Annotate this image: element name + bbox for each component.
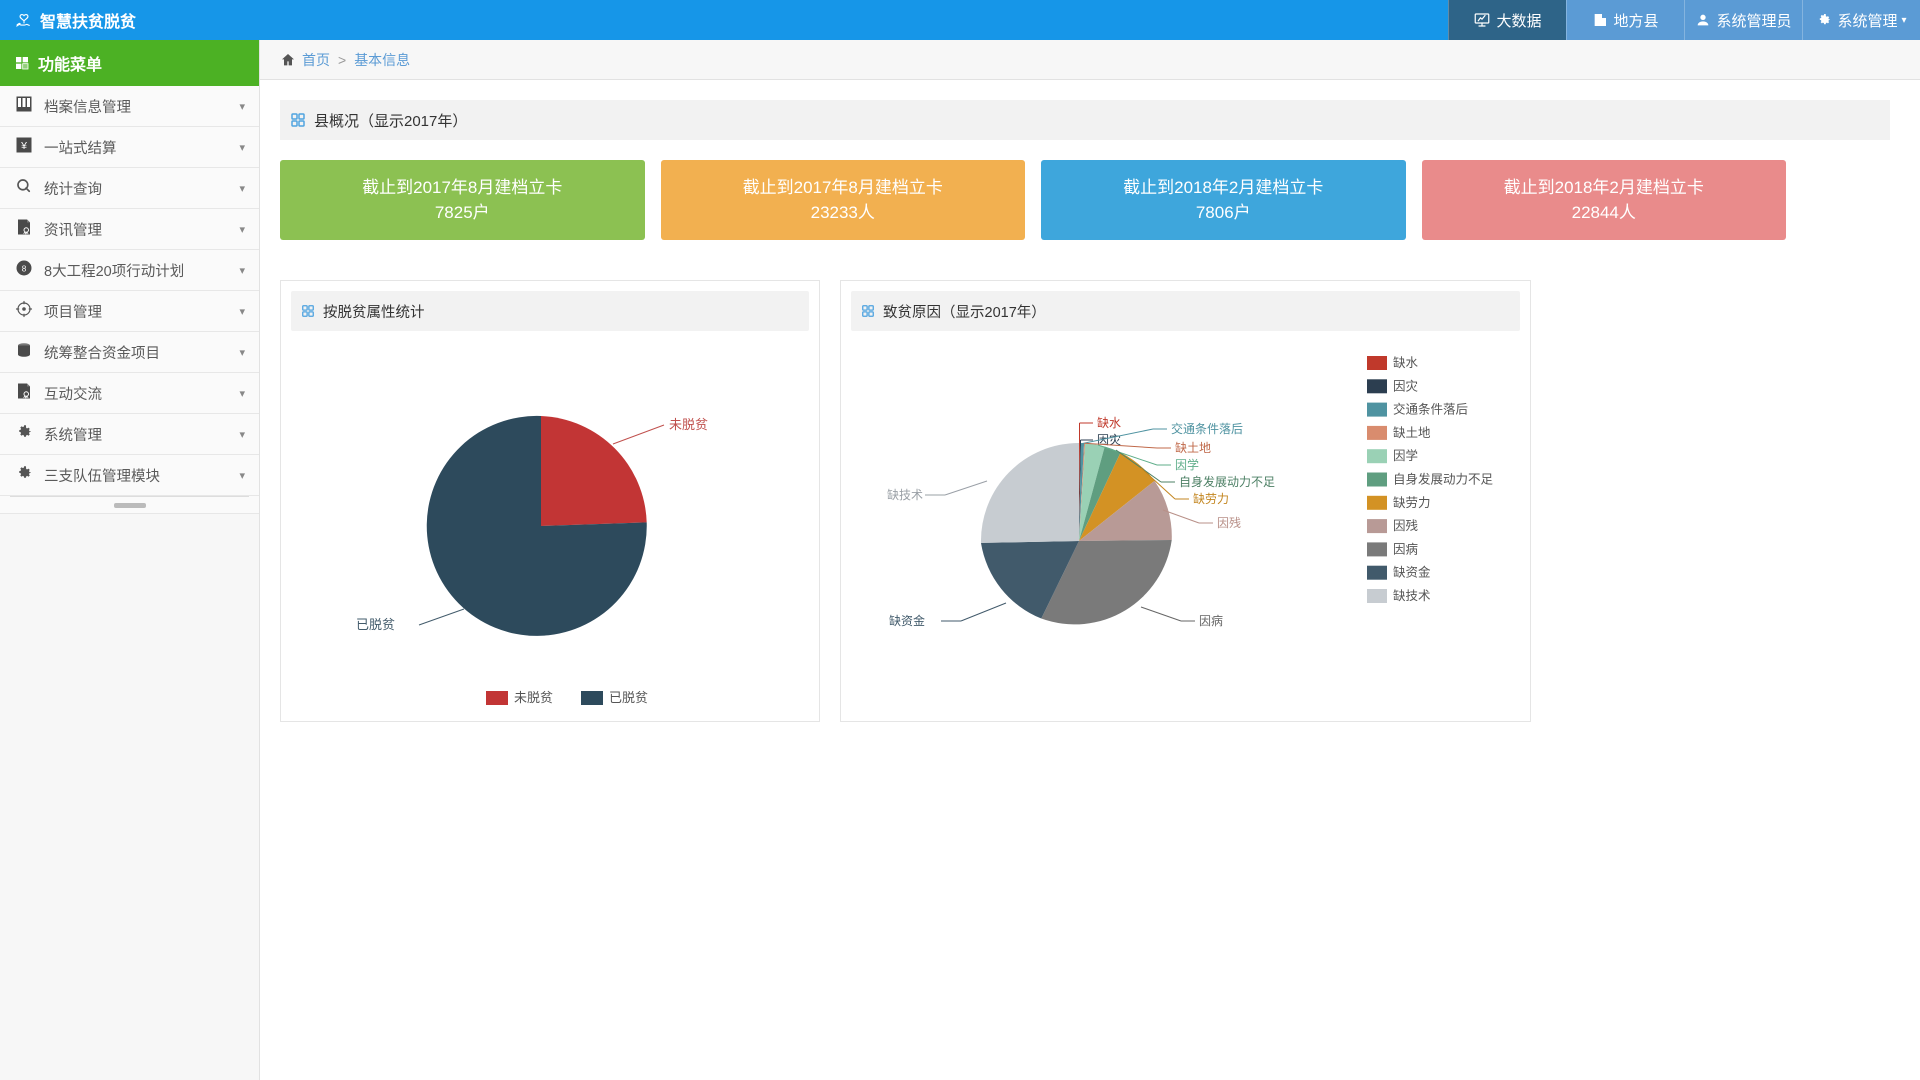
svg-text:缺水: 缺水 [1393,355,1419,370]
svg-text:已脱贫: 已脱贫 [356,617,395,632]
svg-text:因残: 因残 [1393,519,1419,533]
svg-text:因病: 因病 [1393,541,1418,556]
svg-text:未脱贫: 未脱贫 [669,417,708,432]
svg-text:缺土地: 缺土地 [1393,425,1431,440]
svg-text:缺技术: 缺技术 [1393,588,1431,603]
svg-text:交通条件落后: 交通条件落后 [1171,421,1243,436]
svg-text:缺资金: 缺资金 [889,613,925,628]
svg-text:8: 8 [22,264,27,273]
svg-text:¥: ¥ [20,140,27,152]
svg-text:未脱贫: 未脱贫 [514,690,553,705]
svg-text:已脱贫: 已脱贫 [609,690,648,705]
svg-text:因灾: 因灾 [1393,378,1419,393]
svg-text:缺技术: 缺技术 [887,487,923,502]
svg-text:缺资金: 缺资金 [1393,565,1431,580]
svg-text:缺土地: 缺土地 [1175,440,1211,455]
svg-text:缺劳力: 缺劳力 [1393,495,1431,510]
svg-text:交通条件落后: 交通条件落后 [1393,402,1468,417]
svg-text:因残: 因残 [1217,516,1241,530]
svg-text:因学: 因学 [1175,457,1199,472]
svg-text:缺劳力: 缺劳力 [1193,491,1229,506]
svg-text:自身发展动力不足: 自身发展动力不足 [1179,474,1275,489]
svg-text:缺水: 缺水 [1097,415,1121,430]
svg-text:因病: 因病 [1199,613,1223,628]
svg-text:因学: 因学 [1393,448,1418,463]
svg-text:自身发展动力不足: 自身发展动力不足 [1393,472,1494,487]
